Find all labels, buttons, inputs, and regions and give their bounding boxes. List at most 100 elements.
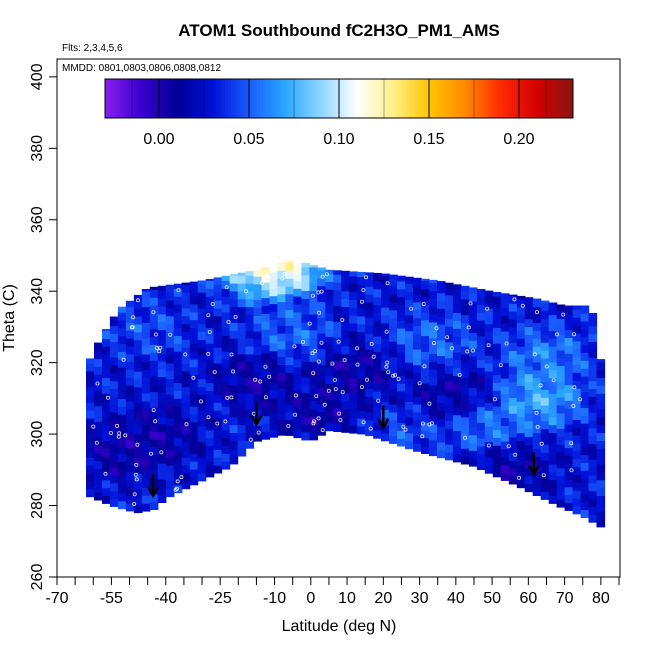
heatmap-cell — [181, 472, 191, 482]
heatmap-cell — [349, 322, 358, 332]
heatmap-cell — [149, 328, 159, 338]
heatmap-cell — [572, 364, 582, 373]
heatmap-cell — [516, 432, 526, 441]
observation-point — [293, 393, 298, 398]
heatmap-cell — [102, 361, 111, 371]
heatmap-cell — [413, 396, 422, 405]
heatmap-cell — [317, 372, 326, 381]
heatmap-cell — [165, 480, 175, 490]
colorbar-segment — [195, 79, 200, 118]
heatmap-cell — [500, 299, 510, 308]
heatmap-cell — [405, 432, 414, 442]
heatmap-cell — [540, 452, 550, 461]
heatmap-cell — [94, 342, 103, 352]
heatmap-cell — [125, 440, 135, 449]
heatmap-cell — [413, 293, 422, 303]
heatmap-cell — [333, 352, 342, 362]
heatmap-cell — [500, 472, 510, 481]
heatmap-cell — [357, 323, 366, 333]
heatmap-cell — [421, 390, 430, 399]
heatmap-cell — [532, 361, 542, 371]
heatmap-cell — [548, 401, 558, 410]
observation-point — [512, 297, 517, 302]
heatmap-cell — [349, 354, 358, 363]
heatmap-cell — [229, 440, 239, 449]
heatmap-cell — [213, 315, 223, 325]
heatmap-cell — [445, 396, 454, 406]
heatmap-cell — [445, 444, 454, 453]
colorbar-segment — [406, 79, 410, 118]
heatmap-cell — [221, 398, 231, 407]
heatmap-cell — [548, 424, 558, 434]
heatmap-cell — [524, 405, 534, 414]
heatmap-cell — [508, 421, 518, 430]
heatmap-cell — [429, 431, 438, 441]
heatmap-cell — [508, 294, 518, 296]
heatmap-cell — [181, 347, 191, 356]
heatmap-cell — [86, 362, 95, 372]
heatmap-cell — [524, 342, 534, 351]
heatmap-cell — [94, 452, 103, 462]
colorbar-segment — [183, 79, 188, 118]
heatmap-cell — [524, 483, 534, 493]
heatmap-cell — [516, 440, 526, 449]
heatmap-cell — [373, 422, 382, 431]
heatmap-cell — [165, 323, 175, 332]
heatmap-cell — [588, 333, 598, 342]
heatmap-cell — [365, 411, 374, 421]
heatmap-cell — [381, 299, 390, 308]
colorbar-segment — [300, 79, 305, 118]
observation-point — [385, 360, 390, 365]
heatmap-cell — [173, 283, 183, 289]
heatmap-cell — [445, 341, 454, 351]
heatmap-cell — [189, 288, 199, 297]
heatmap-cell — [221, 390, 231, 399]
heatmap-cell — [397, 383, 406, 392]
heatmap-cell — [492, 413, 502, 423]
heatmap-cell — [437, 371, 446, 380]
heatmap-cell — [301, 353, 310, 362]
heatmap-cell — [341, 275, 350, 284]
observation-point — [466, 325, 471, 330]
heatmap-cell — [508, 381, 518, 391]
heatmap-cell — [349, 346, 358, 355]
colorbar-segment — [257, 79, 261, 118]
heatmap-cell — [205, 366, 215, 376]
heatmap-cell — [117, 343, 127, 352]
heatmap-cell — [261, 368, 271, 377]
observation-point — [417, 381, 422, 386]
heatmap-cell — [261, 352, 271, 362]
heatmap-cell — [149, 446, 159, 455]
colorbar-segment — [476, 79, 480, 118]
heatmap-cell — [580, 344, 590, 353]
colorbar-segment — [178, 79, 182, 118]
colorbar-segment — [359, 79, 363, 118]
observation-point — [223, 419, 228, 424]
heatmap-cell — [580, 391, 590, 401]
heatmap-cell — [205, 461, 215, 470]
heatmap-cell — [381, 362, 390, 371]
heatmap-cell — [476, 359, 486, 368]
observation-point — [176, 287, 181, 292]
heatmap-cell — [102, 369, 111, 379]
heatmap-cell — [181, 425, 191, 435]
heatmap-cell — [277, 348, 286, 358]
heatmap-cell — [484, 410, 494, 419]
heatmap-cell — [221, 280, 231, 289]
heatmap-cell — [157, 423, 167, 433]
heatmap-cell — [141, 471, 151, 481]
heatmap-cell — [556, 459, 566, 469]
heatmap-cell — [580, 360, 590, 369]
heatmap-cell — [133, 394, 143, 404]
heatmap-cell — [484, 433, 494, 443]
y-tick-label: 400 — [29, 63, 46, 90]
heatmap-cell — [285, 293, 294, 303]
heatmap-cell — [309, 384, 318, 394]
heatmap-cell — [572, 387, 582, 397]
heatmap-cell — [580, 383, 590, 393]
heatmap-cell — [540, 444, 550, 453]
heatmap-cell — [205, 303, 215, 313]
heatmap-cell — [596, 432, 606, 441]
heatmap-cell — [556, 428, 566, 437]
heatmap-cell — [285, 260, 294, 263]
